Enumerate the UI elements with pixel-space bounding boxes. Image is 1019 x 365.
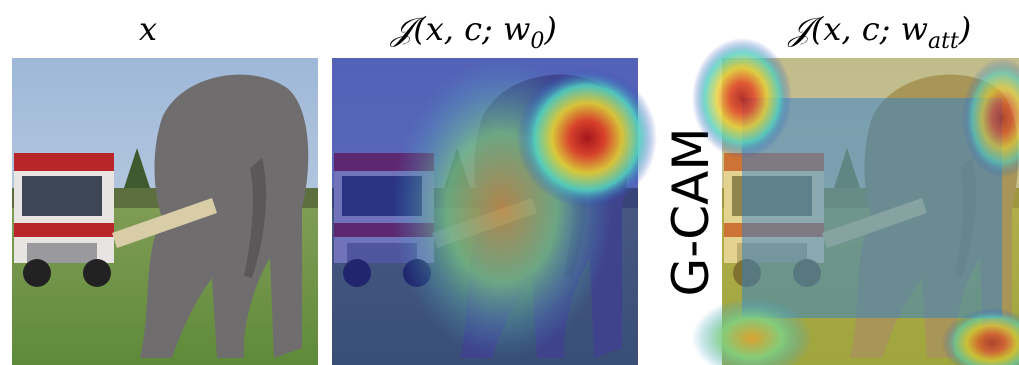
panel-label: x: [139, 10, 157, 48]
label-text: 𝒥(x, c; w: [389, 10, 530, 48]
side-label: G-CAM: [662, 127, 720, 296]
figure: G-CAM x 𝒥(x, c; w0) 𝒥(x, c; watt): [0, 0, 1019, 365]
page: G-CAM x 𝒥(x, c; w0) 𝒥(x, c; watt) (() =>…: [0, 0, 1019, 365]
panel-image: [12, 58, 318, 365]
label-subscript: att: [928, 29, 959, 54]
panel-heatmap: [692, 38, 1019, 365]
label-subscript: 0: [530, 29, 544, 54]
panel-label: 𝒥(x, c; watt): [787, 10, 972, 54]
label-text: 𝒥(x, c; w: [787, 10, 928, 48]
panel-label: 𝒥(x, c; w0): [389, 10, 557, 54]
panel-heatmap: [332, 58, 657, 365]
label-suffix: ): [958, 10, 971, 48]
label-suffix: ): [543, 10, 556, 48]
